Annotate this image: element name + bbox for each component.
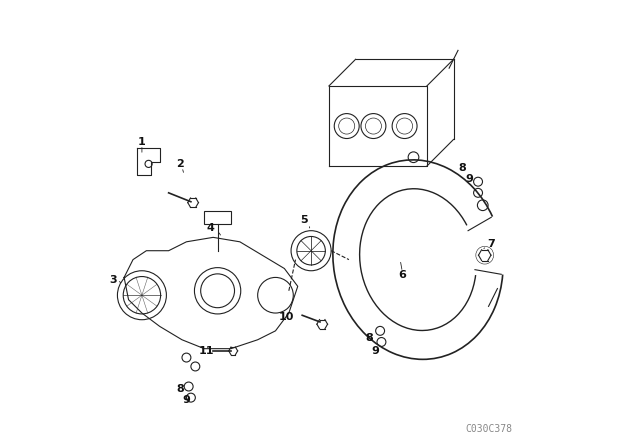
- Text: 7: 7: [488, 239, 495, 249]
- Text: 5: 5: [301, 215, 308, 224]
- Text: 8: 8: [459, 164, 467, 173]
- Text: 9: 9: [182, 395, 190, 405]
- Text: 8: 8: [365, 332, 373, 343]
- Text: 10: 10: [279, 313, 294, 323]
- Text: 4: 4: [207, 224, 215, 233]
- Text: 9: 9: [465, 174, 473, 185]
- Text: 6: 6: [399, 270, 406, 280]
- Text: C030C378: C030C378: [466, 424, 513, 434]
- Text: 9: 9: [372, 346, 380, 356]
- Text: 3: 3: [109, 275, 116, 284]
- Text: 1: 1: [138, 137, 146, 146]
- Text: 11: 11: [198, 346, 214, 356]
- Text: 8: 8: [176, 384, 184, 394]
- Text: 2: 2: [176, 159, 184, 169]
